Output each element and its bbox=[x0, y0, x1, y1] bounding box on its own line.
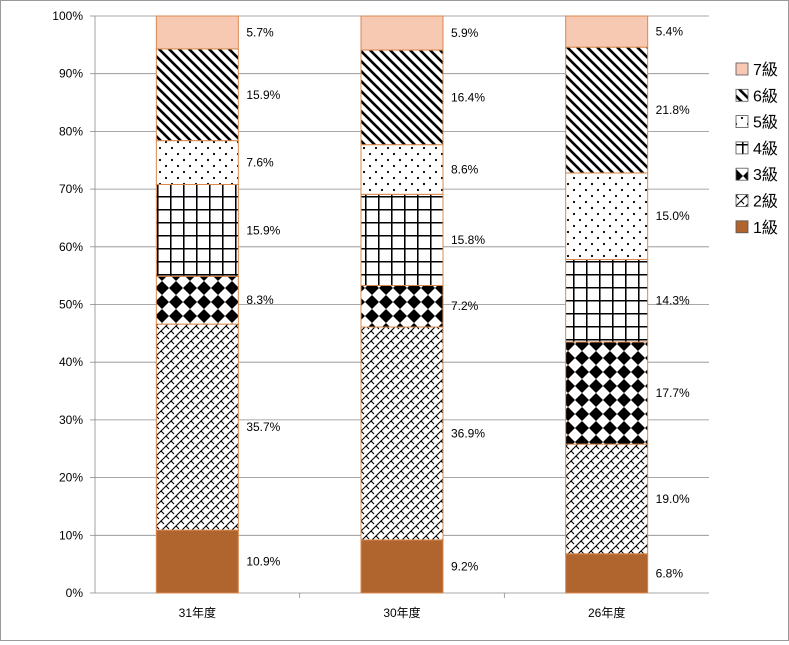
data-label: 10.9% bbox=[246, 555, 280, 569]
bar-segment bbox=[155, 140, 239, 185]
bar-segment bbox=[360, 15, 444, 51]
data-label: 17.7% bbox=[656, 386, 690, 400]
bar-segment bbox=[360, 326, 444, 541]
legend-swatch bbox=[735, 194, 749, 207]
bar-segment bbox=[155, 183, 239, 277]
legend-swatch bbox=[735, 88, 749, 102]
bars bbox=[155, 15, 649, 594]
legend: 7級 6級 5級 4級 3級 2級 1級 bbox=[735, 61, 778, 237]
bar-segment bbox=[565, 443, 649, 555]
y-tick-label: 0% bbox=[66, 586, 84, 600]
bar-segment bbox=[565, 172, 649, 260]
data-label: 8.6% bbox=[451, 162, 479, 176]
legend-label: 7級 bbox=[753, 61, 778, 79]
bar-segment bbox=[565, 341, 649, 445]
data-label: 8.3% bbox=[246, 293, 274, 307]
data-label: 16.4% bbox=[451, 90, 485, 104]
y-tick-label: 20% bbox=[59, 471, 83, 485]
bar-segment bbox=[155, 48, 239, 142]
data-label: 5.7% bbox=[246, 25, 274, 39]
y-tick-label: 70% bbox=[59, 182, 83, 196]
bar-segment bbox=[565, 553, 649, 594]
bar-segment bbox=[360, 193, 444, 286]
bar-segment bbox=[360, 49, 444, 146]
data-label: 5.9% bbox=[451, 26, 479, 40]
y-tick-label: 10% bbox=[59, 528, 83, 542]
y-tick-label: 50% bbox=[59, 298, 83, 312]
legend-swatch bbox=[735, 167, 749, 181]
legend-label: 2級 bbox=[753, 193, 778, 211]
bar-segment bbox=[360, 284, 444, 328]
bar-segment bbox=[155, 15, 239, 50]
legend-swatch bbox=[735, 62, 749, 76]
bar-segment bbox=[155, 275, 239, 325]
data-label: 7.6% bbox=[246, 156, 274, 170]
data-label: 15.9% bbox=[246, 223, 280, 237]
data-label: 35.7% bbox=[246, 420, 280, 434]
bar-segment bbox=[155, 323, 239, 531]
bar-segment bbox=[360, 539, 444, 594]
value-labels: 10.9% 35.7% 8.3% 15.9% 7.6% 15.9% 5.7% 9.2% 36.9… bbox=[246, 25, 690, 581]
legend-swatch bbox=[735, 141, 749, 155]
y-tick-label: 100% bbox=[52, 9, 83, 23]
bar-segment bbox=[565, 258, 649, 343]
data-label: 7.2% bbox=[451, 299, 479, 313]
y-tick-label: 80% bbox=[59, 124, 83, 138]
data-label: 21.8% bbox=[656, 103, 690, 117]
bar-segment bbox=[360, 144, 444, 195]
data-label: 6.8% bbox=[656, 566, 684, 580]
x-category-label: 30年度 bbox=[383, 605, 420, 620]
x-category-label: 31年度 bbox=[179, 605, 216, 620]
legend-label: 1級 bbox=[753, 219, 778, 237]
legend-label: 3級 bbox=[753, 166, 778, 184]
legend-swatch bbox=[735, 115, 749, 128]
legend-label: 6級 bbox=[753, 87, 778, 105]
data-label: 36.9% bbox=[451, 426, 485, 440]
y-tick-label: 40% bbox=[59, 355, 83, 369]
bar-segment bbox=[155, 529, 239, 594]
bar-segment bbox=[565, 46, 649, 174]
y-tick-label: 30% bbox=[59, 413, 83, 427]
data-label: 15.0% bbox=[656, 209, 690, 223]
y-tick-label: 90% bbox=[59, 67, 83, 81]
data-label: 15.8% bbox=[451, 233, 485, 247]
data-label: 19.0% bbox=[656, 492, 690, 506]
legend-swatch bbox=[735, 220, 749, 234]
data-label: 15.9% bbox=[246, 88, 280, 102]
bar-segment bbox=[565, 15, 649, 48]
data-label: 9.2% bbox=[451, 559, 479, 573]
legend-label: 4級 bbox=[753, 140, 778, 158]
data-label: 14.3% bbox=[656, 294, 690, 308]
legend-label: 5級 bbox=[753, 114, 778, 132]
y-tick-label: 60% bbox=[59, 240, 83, 254]
data-label: 5.4% bbox=[656, 25, 684, 39]
x-category-label: 26年度 bbox=[588, 605, 625, 620]
